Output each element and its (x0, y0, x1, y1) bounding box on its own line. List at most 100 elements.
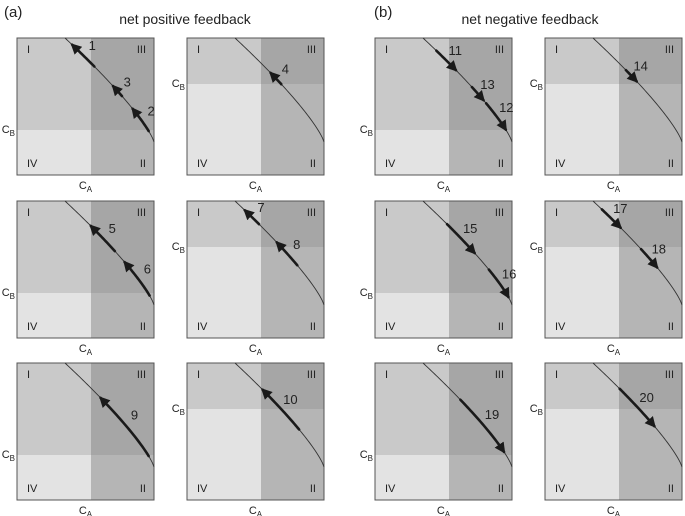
trajectory-arrow (99, 396, 150, 458)
arrow-number-label: 18 (652, 242, 666, 257)
arrow-number-label: 11 (449, 43, 463, 58)
quadrant-label: IV (197, 158, 208, 170)
quadrant-label: II (140, 321, 146, 333)
arrow-number-label: 2 (147, 104, 154, 119)
quadrant-I-region (17, 363, 91, 455)
trajectory-arrow (131, 107, 150, 133)
quadrant-label: IV (197, 483, 208, 495)
trajectory-arrow (445, 222, 477, 255)
quadrant-label: I (197, 44, 200, 56)
quadrant-III-region (449, 38, 512, 130)
trajectory-arrow (89, 224, 117, 253)
panel-border (374, 37, 513, 176)
quadrant-I-region (187, 363, 261, 409)
quadrant-label: II (668, 483, 674, 495)
y-axis-label: CB (530, 403, 543, 417)
quadrant-IV-region (17, 293, 91, 338)
quadrant-II-region (261, 409, 324, 500)
trajectory-arrow (275, 240, 299, 267)
trajectory-arrow (618, 387, 656, 428)
quadrant-label: IV (555, 483, 566, 495)
x-axis-label: CA (437, 343, 451, 357)
quadrant-label: I (197, 207, 200, 219)
panel-b-label: (b) (374, 4, 392, 21)
quadrant-IV-region (375, 130, 449, 175)
y-axis-label: CB (172, 78, 185, 92)
quadrant-label: II (310, 483, 316, 495)
x-axis-label: CA (437, 180, 451, 194)
quadrant-I-region (375, 363, 449, 455)
quadrant-IV-region (187, 409, 261, 500)
panel-border (374, 362, 513, 501)
quadrant-label: IV (27, 158, 38, 170)
arrow-number-label: 10 (283, 392, 297, 407)
panel-border (544, 37, 683, 176)
panel-border (186, 200, 325, 339)
x-axis-label: CA (607, 180, 621, 194)
quadrant-label: III (307, 207, 316, 219)
x-axis-label: CA (607, 343, 621, 357)
quadrant-III-region (619, 363, 682, 409)
arrow-number-label: 9 (131, 408, 138, 423)
quadrant-IV-region (545, 409, 619, 500)
arrow-number-label: 17 (613, 201, 627, 216)
quadrant-label: I (555, 369, 558, 381)
arrow-number-label: 1 (89, 38, 96, 53)
quadrant-IV-region (17, 130, 91, 175)
quadrant-II-region (91, 293, 154, 338)
panel-border (16, 362, 155, 501)
quadrant-label: IV (27, 321, 38, 333)
quadrant-label: IV (385, 483, 396, 495)
quadrant-III-region (261, 363, 324, 409)
quadrant-label: II (140, 158, 146, 170)
y-axis-label: CB (2, 124, 15, 138)
quadrant-I-region (187, 201, 261, 247)
y-axis-label: CB (172, 403, 185, 417)
quadrant-IV-region (187, 84, 261, 175)
x-axis-label: CA (607, 505, 621, 516)
quadrant-label: III (665, 369, 674, 381)
arrow-number-label: 12 (499, 100, 513, 115)
quadrant-I-region (375, 38, 449, 130)
quadrant-IV-region (545, 247, 619, 338)
quadrant-label: II (498, 483, 504, 495)
quadrant-label: II (140, 483, 146, 495)
quadrant-label: IV (385, 158, 396, 170)
trajectory-arrow (123, 260, 151, 297)
quadrant-II-region (261, 84, 324, 175)
quadrant-label: III (495, 44, 504, 56)
trajectory-arrow (624, 68, 639, 83)
quadrant-label: I (555, 44, 558, 56)
quadrant-IV-region (375, 455, 449, 500)
quadrant-label: I (385, 44, 388, 56)
quadrant-label: I (27, 369, 30, 381)
quadrant-II-region (91, 130, 154, 175)
quadrant-label: I (197, 369, 200, 381)
trajectory-arrow (459, 398, 506, 454)
panel-border (186, 362, 325, 501)
quadrant-I-region (187, 38, 261, 84)
quadrant-III-region (449, 363, 512, 455)
quadrant-label: III (307, 44, 316, 56)
quadrant-label: III (137, 44, 146, 56)
quadrant-label: II (498, 321, 504, 333)
quadrant-label: IV (197, 321, 208, 333)
trajectory-arrow (243, 208, 261, 226)
arrow-number-label: 3 (124, 74, 131, 89)
arrow-number-label: 8 (293, 237, 300, 252)
quadrant-label: III (307, 369, 316, 381)
trajectory-arrow (639, 247, 659, 270)
quadrant-label: II (310, 158, 316, 170)
arrow-number-label: 13 (480, 77, 494, 92)
y-axis-label: CB (360, 287, 373, 301)
quadrant-I-region (545, 363, 619, 409)
